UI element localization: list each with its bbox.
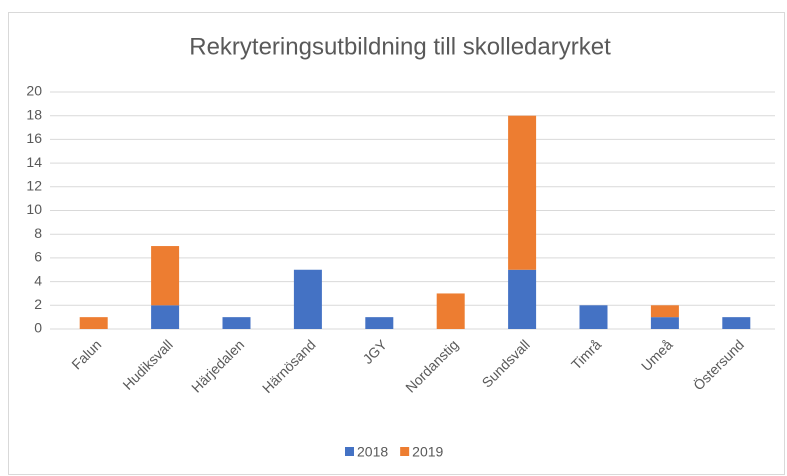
bar-segment <box>151 305 180 329</box>
bar-segment <box>650 317 679 329</box>
bar-segment <box>508 115 537 270</box>
y-tick-label: 16 <box>26 130 42 146</box>
bar-segment <box>722 317 751 329</box>
bar-segment <box>436 293 465 329</box>
bar-segment <box>579 305 608 329</box>
chart-title: Rekryteringsutbildning till skolledaryrk… <box>189 33 611 60</box>
legend-swatch <box>400 447 410 456</box>
legend-swatch <box>345 447 354 456</box>
chart-border <box>8 12 785 475</box>
bar-segment <box>222 317 251 329</box>
y-tick-label: 8 <box>34 225 42 241</box>
y-tick-label: 6 <box>34 249 42 265</box>
bar-segment <box>151 246 180 306</box>
bar-segment <box>79 317 108 329</box>
y-tick-label: 10 <box>26 201 42 217</box>
y-tick-label: 12 <box>26 178 42 194</box>
bar-segment <box>650 305 679 318</box>
y-tick-label: 20 <box>26 83 42 99</box>
y-tick-label: 4 <box>34 272 42 288</box>
legend-label: 2018 <box>357 444 388 460</box>
y-tick-label: 0 <box>34 320 42 336</box>
legend-label: 2019 <box>412 444 443 460</box>
bar-segment <box>293 269 322 329</box>
y-tick-label: 18 <box>26 106 42 122</box>
bar-segment <box>365 317 394 329</box>
y-tick-label: 2 <box>34 296 42 312</box>
bar-segment <box>508 269 537 329</box>
y-tick-label: 14 <box>26 154 42 170</box>
